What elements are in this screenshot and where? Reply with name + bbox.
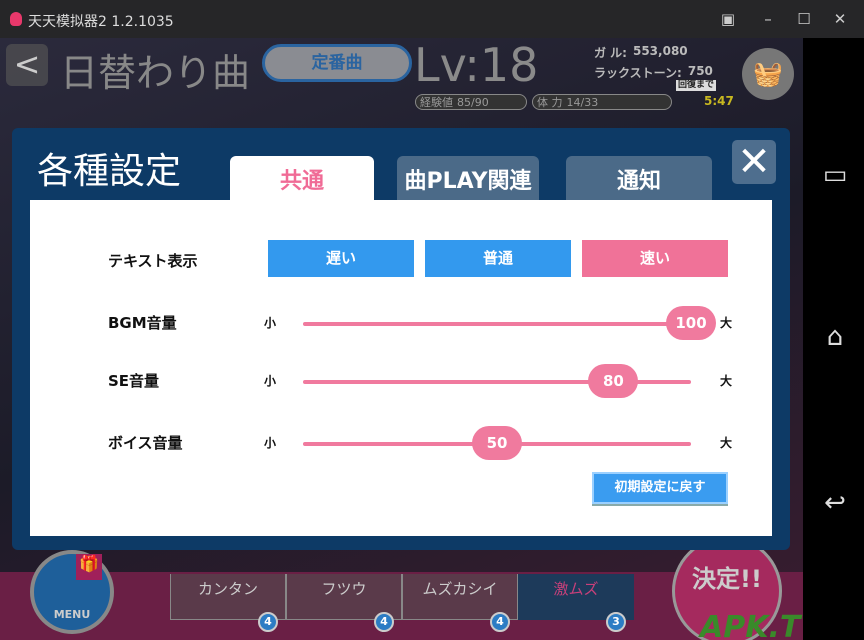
gold-row: ガ ル: 553,080	[594, 44, 688, 61]
text-speed-fast[interactable]: 速い	[582, 240, 728, 277]
dialog-title: 各種設定	[37, 151, 182, 192]
difficulty-hard[interactable]: ムズカシイ	[402, 574, 518, 620]
tab-notification[interactable]: 通知	[566, 156, 712, 200]
count-badge: 3	[606, 612, 626, 632]
song-title: 日替わり曲	[60, 51, 251, 95]
decide-button[interactable]: 決定!!	[672, 536, 782, 640]
count-badge: 4	[374, 612, 394, 632]
stone-value: 750	[687, 64, 713, 78]
slider-knob[interactable]: 50	[472, 426, 522, 460]
recover-label: 回復まで	[676, 80, 717, 91]
menu-label: MENU	[53, 608, 91, 621]
slider-label: SE音量	[108, 372, 160, 390]
stamina-label: 体 力	[537, 96, 563, 109]
tab-common[interactable]: 共通	[230, 156, 374, 202]
minimize-button[interactable]: –	[764, 10, 772, 28]
recover-time: 5:47	[704, 94, 734, 108]
standard-song-button[interactable]: 定番曲	[262, 44, 412, 82]
text-display-label: テキスト表示	[108, 252, 198, 270]
recent-apps-icon[interactable]: ▭	[822, 160, 848, 190]
volume-slider[interactable]: 100	[303, 306, 716, 340]
slider-min-label: 小	[264, 374, 277, 388]
stamina-bar: 体 力 14/33	[532, 94, 672, 110]
back-button[interactable]: <	[6, 44, 48, 86]
tab-song-play[interactable]: 曲PLAY関連	[397, 156, 539, 200]
count-badge: 4	[490, 612, 510, 632]
stone-row: ラックストーン: 750	[594, 64, 713, 81]
count-badge: 4	[258, 612, 278, 632]
maximize-button[interactable]: ☐	[797, 10, 811, 28]
close-window-button[interactable]: ✕	[833, 10, 847, 28]
game-screen: < 日替わり曲 定番曲 Lv:18 ガ ル: 553,080 ラックストーン: …	[0, 38, 803, 640]
pin-button[interactable]: ▣	[720, 10, 736, 28]
slider-max-label: 大	[720, 374, 733, 388]
slider-min-label: 小	[264, 316, 277, 330]
window-title: 天天模拟器2 1.2.1035	[28, 14, 174, 30]
slider-label: BGM音量	[108, 314, 177, 332]
level: Lv:18	[414, 38, 539, 92]
slider-knob[interactable]: 100	[666, 306, 716, 340]
shop-basket-icon[interactable]: 🧺	[742, 48, 794, 100]
slider-max-label: 大	[720, 436, 733, 450]
settings-panel: テキスト表示 遅い 普通 速い BGM音量 小 大 100 SE音量 小 大 8…	[30, 200, 772, 536]
slider-label: ボイス音量	[108, 434, 183, 452]
reset-defaults-button[interactable]: 初期設定に戻す	[592, 472, 728, 504]
close-dialog-button[interactable]: ✕	[732, 140, 776, 184]
difficulty-label: カンタン	[197, 580, 258, 598]
gold-label: ガ ル:	[594, 46, 627, 60]
difficulty-label: 激ムズ	[553, 580, 599, 598]
volume-slider[interactable]: 80	[303, 364, 691, 398]
app-logo-icon	[10, 12, 22, 26]
difficulty-label: ムズカシイ	[422, 580, 498, 598]
slider-min-label: 小	[264, 436, 277, 450]
settings-dialog: 各種設定 共通 曲PLAY関連 通知 ✕ テキスト表示 遅い 普通 速い BGM…	[12, 128, 790, 550]
volume-slider[interactable]: 50	[303, 426, 691, 460]
exp-bar: 経験値 85/90	[415, 94, 527, 110]
android-nav-bar: ▭ ⌂ ↩	[803, 38, 864, 640]
back-nav-icon[interactable]: ↩	[824, 488, 846, 518]
home-icon[interactable]: ⌂	[826, 322, 844, 352]
slider-max-label: 大	[720, 316, 733, 330]
gift-icon[interactable]: 🎁	[76, 554, 102, 580]
gold-value: 553,080	[632, 44, 688, 58]
stamina-value: 14/33	[566, 95, 599, 109]
slider-knob[interactable]: 80	[588, 364, 639, 398]
difficulty-label: フツウ	[321, 580, 367, 598]
exp-label: 経験値	[420, 96, 453, 109]
text-speed-slow[interactable]: 遅い	[268, 240, 414, 277]
stone-label: ラックストーン:	[594, 66, 682, 80]
window-titlebar: 天天模拟器2 1.2.1035 ▣ – ☐ ✕	[0, 0, 864, 38]
watermark-logo: APK.TW	[700, 610, 803, 640]
text-speed-normal[interactable]: 普通	[425, 240, 571, 277]
exp-value: 85/90	[457, 95, 489, 109]
